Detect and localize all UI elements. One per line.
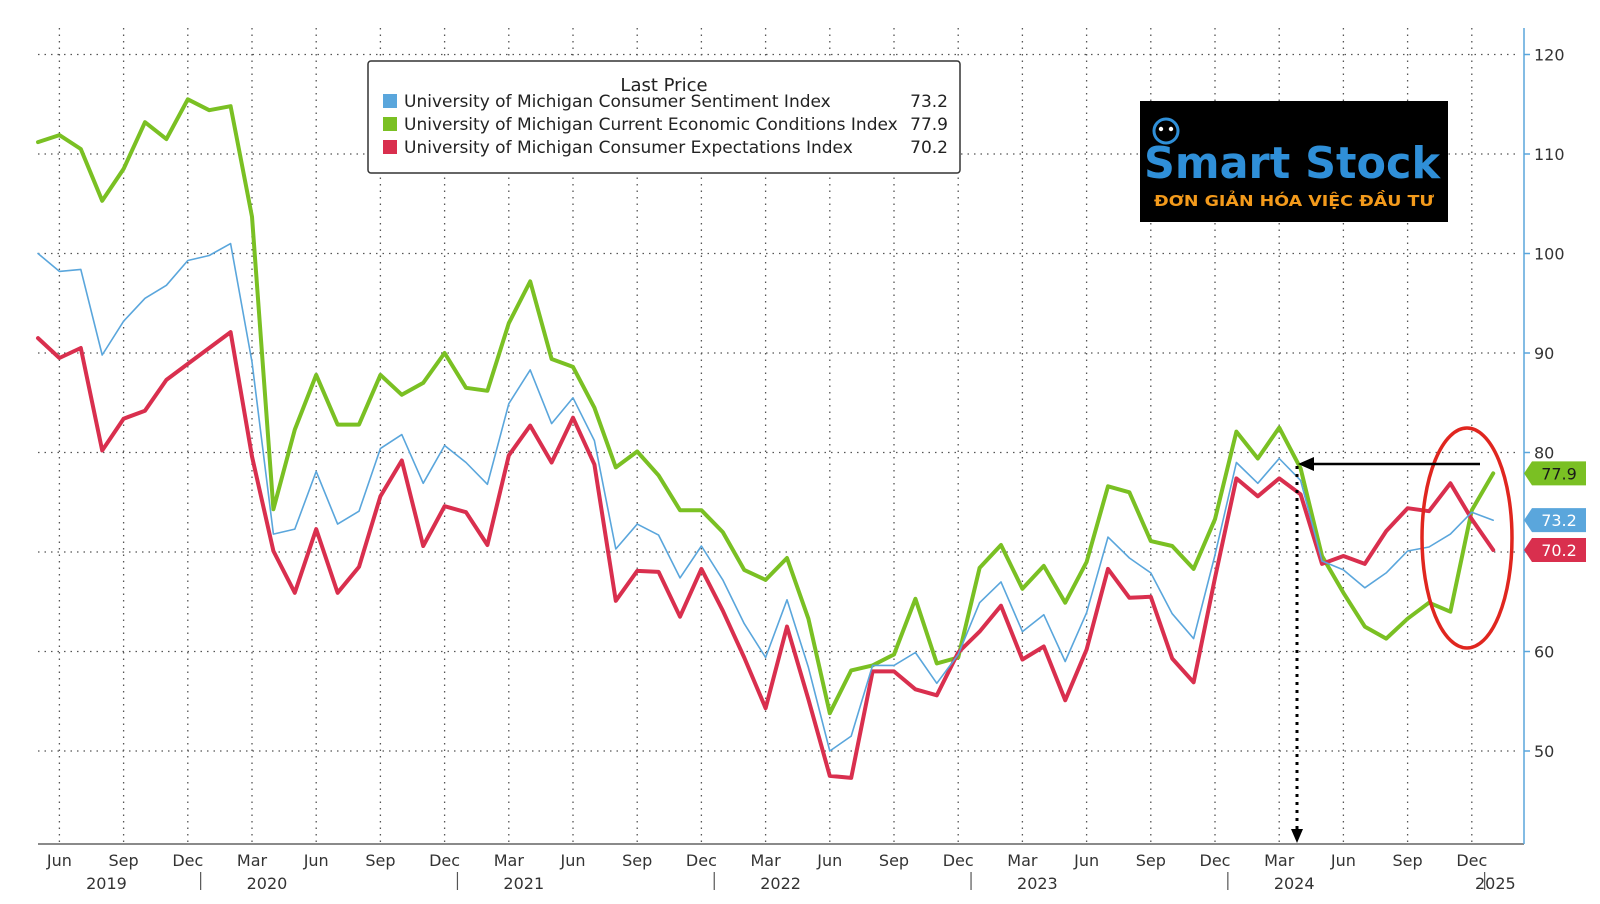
last-value-text: 70.2 [1541, 541, 1577, 560]
x-tick-label: Sep [109, 851, 139, 870]
x-tick-label: Dec [1200, 851, 1231, 870]
legend-last-value: 77.9 [910, 115, 948, 135]
logo-main-text: Smart Stock [1144, 138, 1442, 189]
smart-stock-logo: Smart Stock ĐƠN GIẢN HÓA VIỆC ĐẦU TƯ [1140, 101, 1448, 222]
legend-title: Last Price [620, 75, 707, 96]
legend-swatch [383, 140, 397, 154]
legend-swatch [383, 94, 397, 108]
x-tick-label: Sep [365, 851, 395, 870]
x-tick-label: Sep [1136, 851, 1166, 870]
legend-series-name: University of Michigan Consumer Expectat… [404, 138, 853, 158]
x-tick-label: Mar [1264, 851, 1295, 870]
x-tick-label: Mar [1007, 851, 1038, 870]
grid-layer [38, 28, 1520, 844]
year-label: 2020 [247, 874, 288, 893]
x-tick-label: Jun [303, 851, 329, 870]
legend-last-value: 70.2 [910, 138, 948, 158]
horizontal-arrow [1298, 457, 1480, 471]
legend: Last Price University of Michigan Consum… [367, 60, 961, 174]
year-label: 2021 [503, 874, 544, 893]
y-tick-label: 100 [1534, 245, 1565, 264]
x-tick-label: Sep [879, 851, 909, 870]
y-tick-label: 120 [1534, 46, 1565, 65]
legend-series-name: University of Michigan Current Economic … [404, 115, 898, 135]
x-tick-label: Dec [943, 851, 974, 870]
x-tick-label: Dec [1456, 851, 1487, 870]
last-value-badge-0: 73.2 [1524, 508, 1586, 533]
legend-items: University of Michigan Consumer Sentimen… [383, 92, 948, 158]
x-tick-label: Dec [686, 851, 717, 870]
x-tick-label: Dec [429, 851, 460, 870]
y-tick-label: 50 [1534, 742, 1554, 761]
y-tick-label: 110 [1534, 145, 1565, 164]
x-tick-label: Jun [1073, 851, 1099, 870]
year-label: 2025 [1475, 874, 1516, 893]
last-value-text: 77.9 [1541, 464, 1577, 483]
x-tick-label: Dec [172, 851, 203, 870]
x-tick-label: Jun [560, 851, 586, 870]
last-value-text: 73.2 [1541, 511, 1577, 530]
last-value-badge-2: 70.2 [1524, 538, 1586, 563]
year-label: 2024 [1274, 874, 1315, 893]
y-tick-label: 80 [1534, 444, 1554, 463]
x-tick-label: Mar [237, 851, 268, 870]
x-tick-label: Sep [622, 851, 652, 870]
bull-bear-icon [1152, 117, 1180, 145]
x-tick-label: Mar [751, 851, 782, 870]
year-label: 2019 [86, 874, 127, 893]
vertical-dotted-arrow [1291, 466, 1303, 843]
x-tick-label: Mar [494, 851, 525, 870]
year-label: 2022 [760, 874, 801, 893]
x-tick-label: Jun [816, 851, 842, 870]
series-line-1 [36, 97, 1496, 716]
x-tick-label: Jun [1330, 851, 1356, 870]
series-layer [36, 97, 1496, 780]
year-label: 2023 [1017, 874, 1058, 893]
y-tick-label: 60 [1534, 643, 1554, 662]
legend-swatch [383, 117, 397, 131]
highlight-ellipse [1420, 426, 1514, 650]
legend-series-name: University of Michigan Consumer Sentimen… [404, 92, 831, 112]
axis-layer: 5060708090100110120JunSepDecMarJunSepDec… [38, 28, 1565, 893]
logo-sub-text: ĐƠN GIẢN HÓA VIỆC ĐẦU TƯ [1154, 189, 1435, 210]
series-line-0 [37, 242, 1494, 752]
legend-last-value: 73.2 [910, 92, 948, 112]
x-tick-label: Sep [1393, 851, 1423, 870]
y-tick-label: 90 [1534, 344, 1554, 363]
series-line-2 [36, 330, 1496, 780]
badge-layer: 73.2 77.9 70.2 [1524, 461, 1586, 563]
last-value-badge-1: 77.9 [1524, 461, 1586, 486]
x-tick-label: Jun [46, 851, 72, 870]
